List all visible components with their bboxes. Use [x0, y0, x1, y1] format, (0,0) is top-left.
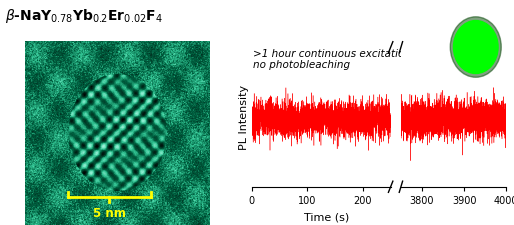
- Text: Time (s): Time (s): [304, 213, 349, 223]
- Text: $\beta$-NaY$_{0.78}$Yb$_{0.2}$Er$_{0.02}$F$_4$: $\beta$-NaY$_{0.78}$Yb$_{0.2}$Er$_{0.02}…: [5, 7, 163, 25]
- Y-axis label: PL Intensity: PL Intensity: [239, 84, 249, 150]
- Circle shape: [453, 20, 498, 74]
- Text: >1 hour continuous excitation,
no photobleaching: >1 hour continuous excitation, no photob…: [253, 49, 414, 70]
- Circle shape: [450, 17, 501, 77]
- Text: 5 nm: 5 nm: [93, 207, 126, 220]
